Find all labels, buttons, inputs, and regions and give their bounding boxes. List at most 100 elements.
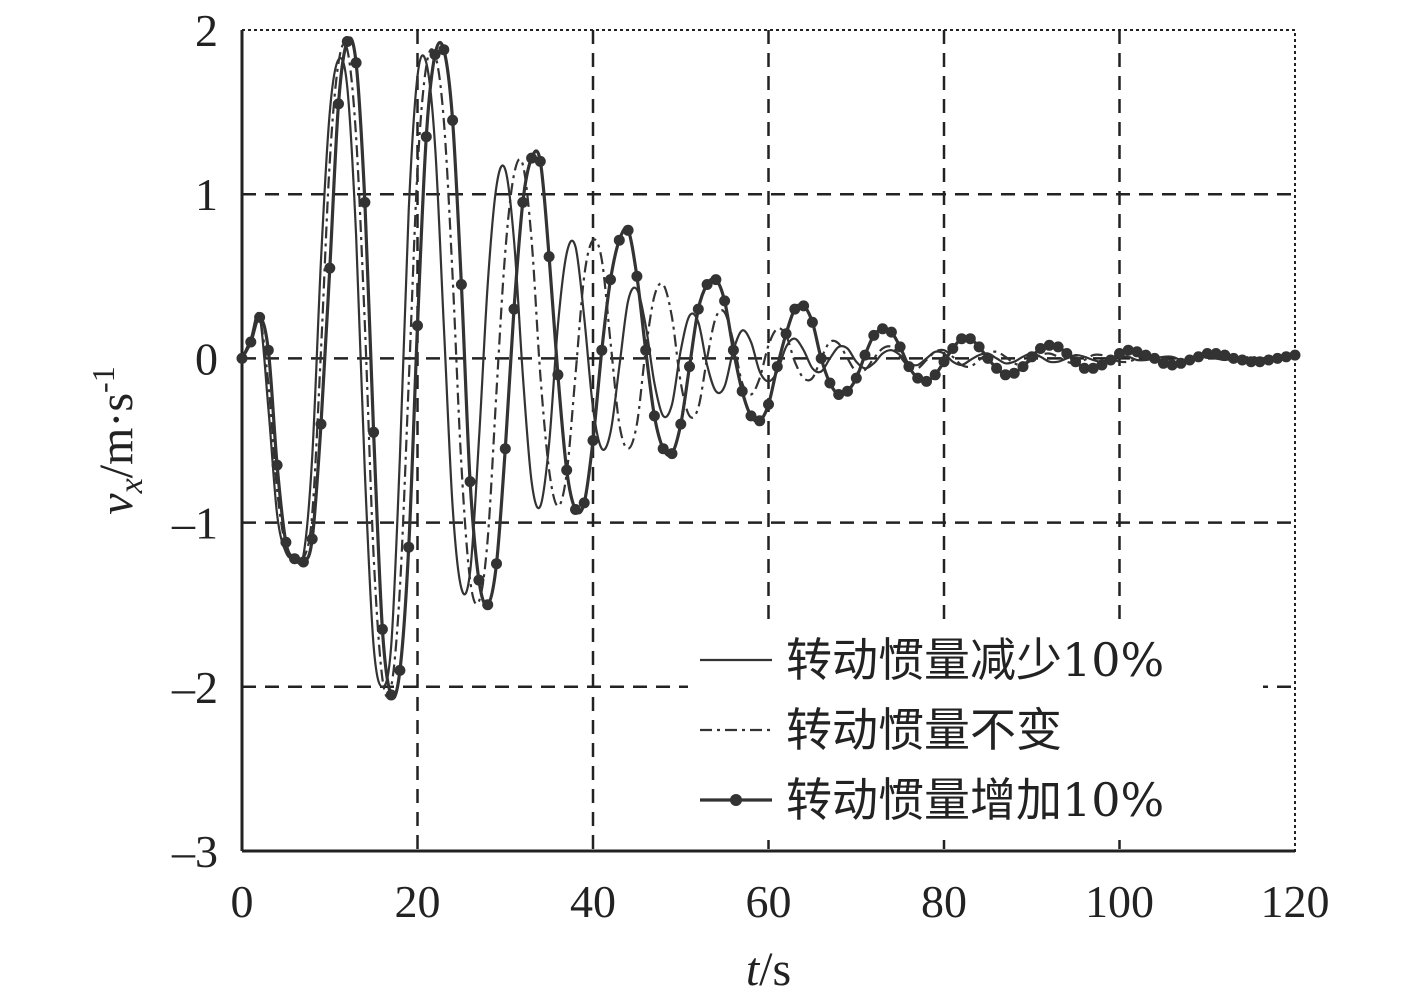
series-marker xyxy=(1245,356,1257,368)
series-marker xyxy=(1175,357,1187,369)
x-tick-label: 60 xyxy=(746,876,792,927)
series-marker xyxy=(877,323,889,335)
series-marker xyxy=(780,328,792,340)
series-marker xyxy=(921,375,932,387)
series-marker xyxy=(1096,359,1108,371)
series-marker xyxy=(903,361,915,373)
series-marker xyxy=(894,341,906,353)
series-marker xyxy=(561,464,573,476)
series-marker xyxy=(771,361,783,373)
series-marker xyxy=(385,689,397,701)
series-marker xyxy=(1201,348,1213,359)
series-marker xyxy=(736,385,748,397)
series-marker xyxy=(1149,352,1161,364)
x-tick-label: 20 xyxy=(395,876,441,927)
series-marker xyxy=(297,556,309,568)
series-marker xyxy=(1043,339,1055,351)
x-axis-title-symbol: t xyxy=(746,943,761,992)
series-marker xyxy=(534,155,546,167)
series-marker xyxy=(727,344,739,356)
y-tick-label: 2 xyxy=(195,5,218,56)
legend-label: 转动惯量减少10% xyxy=(786,633,1164,687)
y-tick-labels: 2 1 0 –1 –2 –3 xyxy=(171,5,218,877)
y-tick-label: –1 xyxy=(171,498,218,549)
y-axis-title-subscript: x xyxy=(113,478,150,494)
series-marker xyxy=(438,44,450,56)
series-marker xyxy=(754,415,766,427)
series-marker xyxy=(1114,348,1125,359)
series-marker xyxy=(1008,367,1020,379)
series-marker xyxy=(815,352,827,364)
x-axis-title-unit: /s xyxy=(759,943,791,992)
legend-label: 转动惯量不变 xyxy=(786,703,1062,757)
series-marker xyxy=(1280,351,1292,363)
series-marker xyxy=(570,504,581,515)
series-marker xyxy=(798,300,810,312)
series-marker xyxy=(1254,356,1266,368)
series-marker xyxy=(1193,351,1204,363)
series-marker xyxy=(306,533,318,545)
series-marker xyxy=(473,574,485,586)
legend-label: 转动惯量增加10% xyxy=(786,773,1164,827)
series-marker xyxy=(833,389,845,400)
series-marker xyxy=(420,131,432,143)
series-marker xyxy=(850,372,862,384)
x-tick-label: 40 xyxy=(570,876,616,927)
series-marker xyxy=(719,295,731,307)
series-marker xyxy=(359,196,371,208)
x-tick-label: 120 xyxy=(1261,876,1330,927)
series-marker xyxy=(675,418,687,430)
series-2 xyxy=(241,42,1295,698)
legend-marker xyxy=(730,794,742,806)
series-3 xyxy=(236,36,1301,701)
y-tick-label: –2 xyxy=(171,662,218,713)
series-marker xyxy=(1026,351,1038,363)
axes xyxy=(240,30,1295,853)
series-marker xyxy=(1122,344,1134,356)
x-tick-label: 100 xyxy=(1085,876,1154,927)
series-marker xyxy=(806,316,818,328)
series-marker xyxy=(271,459,283,471)
y-axis-title-unit: /m·s xyxy=(90,393,143,478)
series-marker xyxy=(552,369,564,381)
series-marker xyxy=(526,152,538,164)
series-marker xyxy=(973,341,985,353)
series-marker xyxy=(464,476,476,488)
series-marker xyxy=(868,329,880,341)
y-axis-title-symbol: v xyxy=(90,493,143,515)
series-marker xyxy=(657,443,669,455)
series-marker xyxy=(763,398,774,410)
series-marker xyxy=(236,352,248,364)
series-marker xyxy=(1140,349,1152,361)
series-marker xyxy=(640,344,652,356)
series-marker xyxy=(394,664,406,676)
series-marker xyxy=(938,356,950,368)
series-marker xyxy=(666,448,678,460)
series-marker xyxy=(254,311,266,323)
series-line xyxy=(241,42,1295,698)
series-marker xyxy=(376,623,388,635)
y-axis-title-superscript: -1 xyxy=(85,366,121,393)
series-marker xyxy=(1184,354,1196,366)
series-marker xyxy=(543,251,555,263)
series-marker xyxy=(403,541,415,553)
series-marker xyxy=(1017,361,1029,373)
series-marker xyxy=(956,333,968,345)
series-marker xyxy=(859,349,871,361)
series-marker xyxy=(1087,362,1099,374)
series-marker xyxy=(701,279,713,290)
series-marker xyxy=(482,599,494,611)
series-marker xyxy=(982,352,994,364)
series-marker xyxy=(1228,352,1240,364)
series-marker xyxy=(929,369,941,381)
series-marker xyxy=(1166,359,1178,371)
series-marker xyxy=(1219,349,1231,361)
y-tick-label: 1 xyxy=(195,169,218,220)
series-marker xyxy=(710,274,722,286)
series-marker xyxy=(491,558,502,570)
series-marker xyxy=(587,435,599,446)
series-marker xyxy=(912,372,924,384)
series-layer xyxy=(236,36,1301,701)
series-marker xyxy=(842,385,853,397)
